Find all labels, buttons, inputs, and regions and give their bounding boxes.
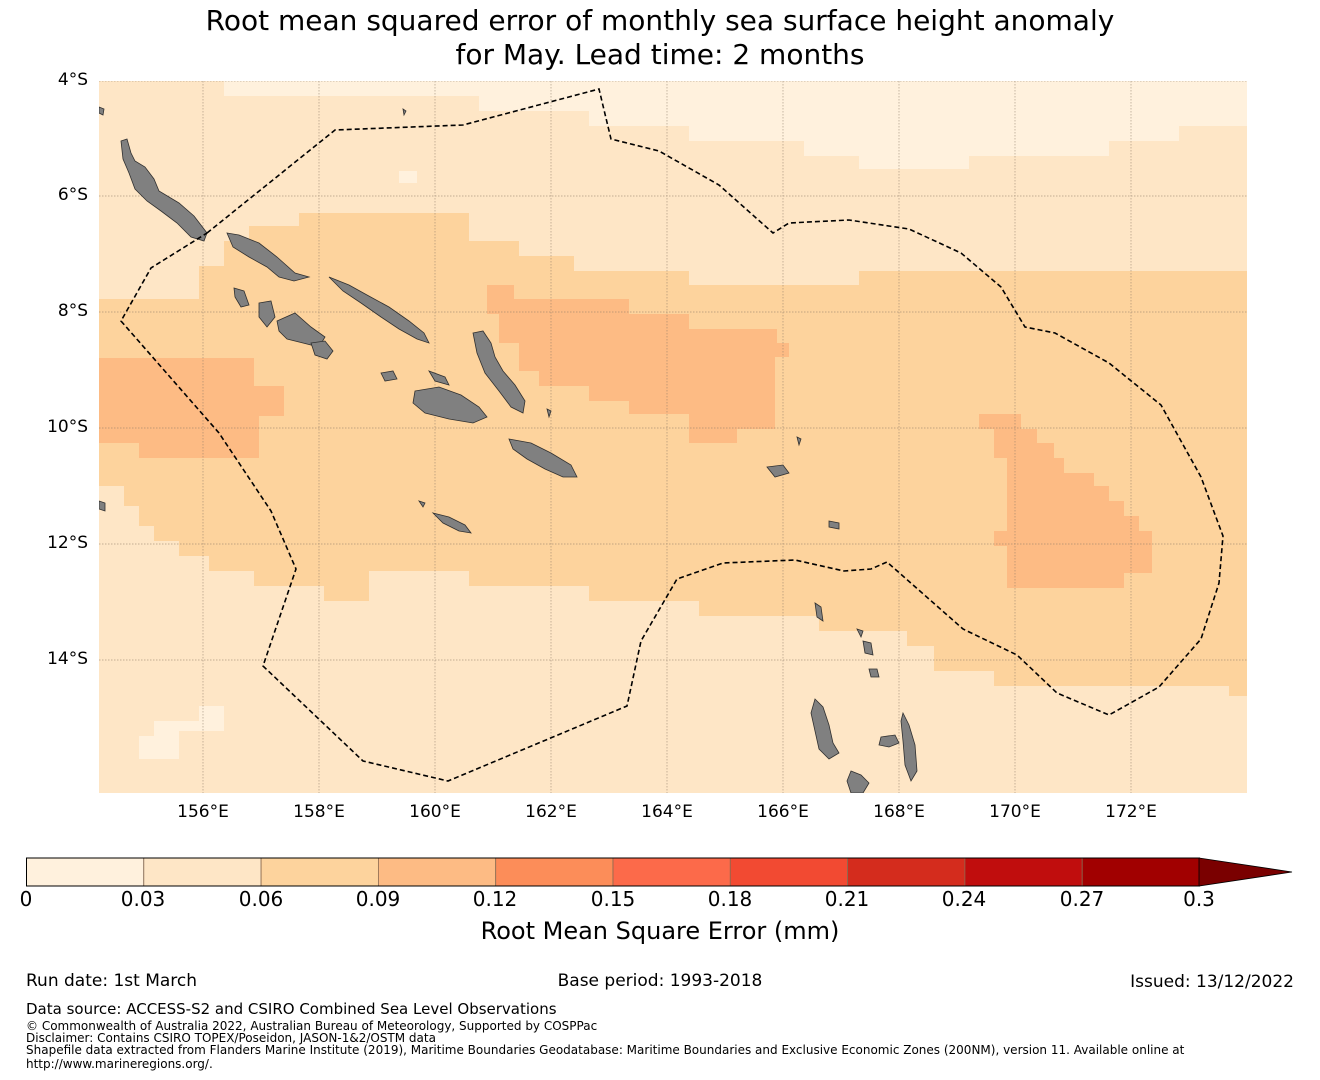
island-guadalcanal — [412, 386, 488, 424]
lon-label-158e: 158°E — [293, 802, 345, 822]
colorbar-tick-003: 0.03 — [120, 887, 166, 911]
island-banks — [868, 668, 880, 678]
lat-label-4s: 4°S — [57, 70, 88, 90]
field-band-006-009 — [99, 213, 1247, 696]
field-band-0-003-north — [224, 81, 1247, 169]
island-malaita — [472, 330, 526, 414]
field-band-009-012-east — [979, 414, 1152, 588]
colorbar-swatch-7 — [847, 857, 966, 887]
lat-label-6s: 6°S — [57, 185, 88, 205]
colorbar-swatch-6 — [729, 857, 848, 887]
island-florida — [428, 370, 450, 386]
colorbar-tick-009: 0.09 — [355, 887, 401, 911]
lat-label-8s: 8°S — [57, 301, 88, 321]
island-santa-isabel — [328, 276, 430, 344]
title-line-1: Root mean squared error of monthly sea s… — [205, 4, 1115, 37]
lat-label-14s: 14°S — [47, 649, 88, 669]
colorbar-tick-03: 0.3 — [1183, 887, 1215, 911]
colorbar-tick-024: 0.24 — [941, 887, 987, 911]
rmse-map — [99, 81, 1247, 793]
title-line-2: for May. Lead time: 2 months — [455, 38, 865, 71]
lat-label-10s: 10°S — [47, 417, 88, 437]
lon-label-162e: 162°E — [525, 802, 577, 822]
colorbar-tick-027: 0.27 — [1059, 887, 1105, 911]
islet-3 — [402, 108, 407, 117]
island-west-2 — [99, 500, 106, 512]
map-canvas — [99, 81, 1247, 793]
colorbar-swatches — [26, 857, 1200, 887]
colorbar-label: Root Mean Square Error (mm) — [480, 917, 840, 945]
island-nendo — [766, 464, 790, 478]
island-vella-lavella — [233, 287, 250, 308]
island-choiseul — [226, 232, 311, 282]
land-masses — [99, 106, 918, 793]
island-west-1 — [99, 106, 105, 116]
field-band-0-003-south — [139, 706, 224, 759]
rmse-field — [99, 81, 1247, 793]
lat-label-12s: 12°S — [47, 533, 88, 553]
lon-label-160e: 160°E — [409, 802, 461, 822]
island-savo — [380, 370, 398, 382]
colorbar-tick-015: 0.15 — [590, 887, 636, 911]
islet-6 — [856, 628, 864, 639]
colorbar-swatch-0 — [26, 857, 145, 887]
colorbar — [26, 857, 1293, 887]
colorbar-swatch-2 — [260, 857, 379, 887]
island-rendova — [310, 340, 334, 360]
lon-label-164e: 164°E — [641, 802, 693, 822]
issued-date: Issued: 13/12/2022 — [1130, 972, 1294, 992]
data-source: Data source: ACCESS-S2 and CSIRO Combine… — [26, 1000, 557, 1018]
disclaimer-note: Disclaimer: Contains CSIRO TOPEX/Poseido… — [26, 1031, 436, 1045]
colorbar-tick-021: 0.21 — [824, 887, 870, 911]
colorbar-swatch-5 — [612, 857, 731, 887]
colorbar-swatch-3 — [377, 857, 497, 887]
eez-boundary-line — [120, 88, 1224, 782]
lon-label-172e: 172°E — [1105, 802, 1157, 822]
shapefile-note-2: http://www.marineregions.org/. — [26, 1057, 213, 1071]
island-torres — [862, 640, 874, 656]
colorbar-swatch-8 — [964, 857, 1083, 887]
colorbar-tick-018: 0.18 — [707, 887, 753, 911]
graticule — [99, 81, 1247, 793]
colorbar-extend-arrow — [1198, 857, 1293, 887]
field-band-0-003-islet — [399, 171, 417, 183]
map-title: Root mean squared error of monthly sea s… — [0, 4, 1320, 72]
island-vanikoro — [828, 520, 840, 530]
islet-2 — [418, 500, 426, 508]
colorbar-swatch-9 — [1081, 857, 1200, 887]
lon-label-170e: 170°E — [989, 802, 1041, 822]
colorbar-swatch-4 — [495, 857, 614, 887]
colorbar-tick-006: 0.06 — [238, 887, 284, 911]
lon-label-166e: 166°E — [757, 802, 809, 822]
islet-4 — [796, 436, 802, 447]
field-band-009-012-central — [487, 285, 789, 443]
island-makira — [508, 438, 578, 478]
island-rennell — [431, 512, 472, 534]
colorbar-swatch-1 — [143, 857, 262, 887]
base-period: Base period: 1993-2018 — [557, 971, 763, 991]
island-kolombangara — [258, 300, 276, 328]
lon-label-156e: 156°E — [177, 802, 229, 822]
copyright-note: © Commonwealth of Australia 2022, Austra… — [26, 1019, 598, 1033]
islet-1 — [546, 408, 552, 419]
colorbar-tick-0: 0 — [19, 887, 33, 911]
island-ambae — [878, 734, 900, 748]
islet-5 — [814, 602, 824, 622]
run-date: Run date: 1st March — [26, 971, 198, 991]
shapefile-note-1: Shapefile data extracted from Flanders M… — [26, 1043, 1185, 1057]
colorbar-tick-012: 0.12 — [472, 887, 518, 911]
island-malakula — [900, 711, 918, 782]
lon-label-168e: 168°E — [873, 802, 925, 822]
island-efate — [846, 770, 870, 793]
island-espiritu-santo — [810, 698, 840, 760]
field-band-009-012-west — [99, 358, 284, 458]
